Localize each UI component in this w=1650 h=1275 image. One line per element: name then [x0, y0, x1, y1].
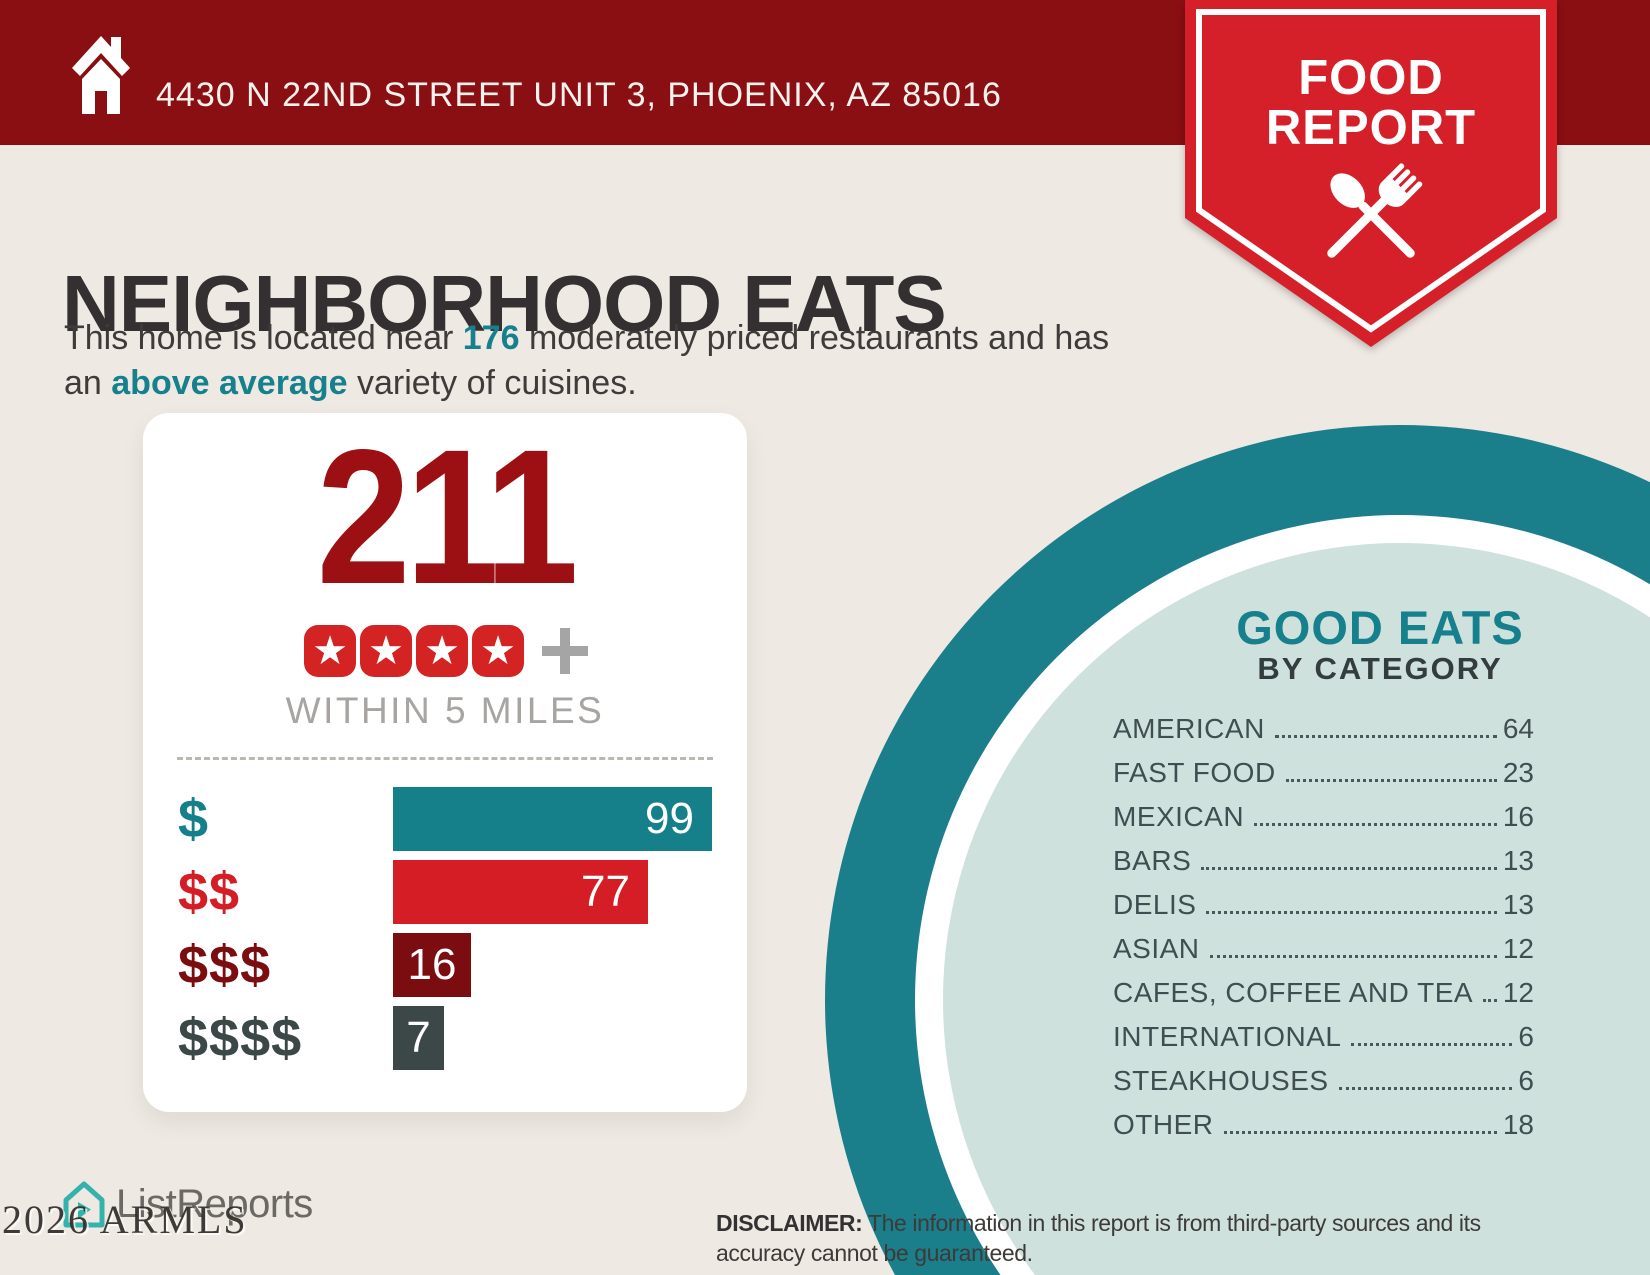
category-value: 12 [1502, 933, 1534, 964]
ribbon-title-line1: FOOD [1298, 51, 1444, 105]
dotted-leader [1223, 1131, 1497, 1134]
price-bar: 16 [393, 933, 471, 997]
category-value: 18 [1502, 1109, 1534, 1140]
star-icon: ★ [304, 625, 356, 677]
dotted-leader [1206, 911, 1497, 914]
listreports-logo: ListReports [62, 1180, 313, 1229]
good-eats-title: GOOD EATS [1236, 601, 1524, 654]
price-bar-value: 16 [407, 940, 457, 989]
category-row: ASIAN 12 [1113, 933, 1534, 977]
price-bar-value: 7 [406, 1013, 431, 1062]
category-row: AMERICAN 64 [1113, 713, 1534, 757]
category-label: DELIS [1113, 889, 1197, 920]
category-row: INTERNATIONAL 6 [1113, 1021, 1534, 1065]
price-level-label: $ [178, 789, 210, 849]
price-level-bar-chart: $99 $$ 77 $$$ 16 $$$$ 7 [143, 787, 747, 1079]
category-value: 16 [1502, 801, 1534, 832]
disclaimer-label: DISCLAIMER: [716, 1210, 863, 1236]
subtitle-text: variety of cuisines. [347, 364, 637, 403]
disclaimer-line1: The information in this report is from t… [867, 1210, 1481, 1236]
disclaimer-line2: accuracy cannot be guaranteed. [716, 1239, 1033, 1266]
rating-stars: ★ ★ ★ ★ [143, 625, 747, 677]
dotted-leader [1201, 867, 1497, 870]
home-icon [70, 27, 132, 119]
star-icon: ★ [472, 625, 524, 677]
property-address: 4430 N 22ND STREET UNIT 3, PHOENIX, AZ 8… [156, 75, 1002, 114]
category-row: CAFES, COFFEE AND TEA 12 [1113, 977, 1534, 1021]
price-level-label: $$$ [178, 935, 272, 995]
price-bar-row: $$ 77 [143, 860, 747, 924]
category-label: AMERICAN [1113, 713, 1265, 744]
dotted-leader [1285, 779, 1497, 782]
listreports-logo-icon [63, 1181, 105, 1228]
variety-highlight: above average [111, 364, 348, 403]
subtitle-text: moderately priced restaurants and has an [64, 319, 1110, 403]
radius-label: WITHIN 5 MILES [285, 690, 605, 731]
category-label: FAST FOOD [1113, 757, 1276, 788]
category-label: INTERNATIONAL [1113, 1021, 1342, 1052]
ribbon-title-line2: REPORT [1265, 101, 1477, 155]
fork-spoon-icon [1327, 163, 1423, 258]
category-value: 13 [1502, 889, 1534, 920]
category-value: 64 [1502, 713, 1534, 744]
dotted-leader [1254, 823, 1497, 826]
page-title: NEIGHBORHOOD EATS [62, 259, 947, 349]
category-value: 13 [1502, 845, 1534, 876]
ribbon-shape [1185, 0, 1557, 347]
price-bar: 99 [393, 787, 712, 851]
dotted-leader [1351, 1043, 1513, 1046]
food-report-ribbon: FOOD REPORT [1185, 0, 1557, 352]
star-icon: ★ [416, 625, 468, 677]
plus-icon [542, 628, 588, 674]
category-value: 6 [1518, 1021, 1534, 1052]
category-row: BARS 13 [1113, 845, 1534, 889]
price-level-label: $$$$ [178, 1008, 303, 1068]
good-eats-subtitle: BY CATEGORY [1257, 651, 1503, 686]
dotted-leader [1274, 735, 1497, 738]
category-row: MEXICAN 16 [1113, 801, 1534, 845]
dotted-leader [1209, 955, 1497, 958]
disclaimer-text: DISCLAIMER: The information in this repo… [716, 1209, 1616, 1269]
subtitle-text: This home is located near [64, 319, 463, 357]
price-bar-value: 99 [645, 794, 694, 843]
category-row: FAST FOOD 23 [1113, 757, 1534, 801]
price-bar-row: $99 [143, 787, 747, 851]
category-label: MEXICAN [1113, 801, 1245, 832]
page-subtitle: This home is located near 176 moderately… [64, 316, 1134, 406]
dashed-divider [177, 757, 713, 760]
category-row: STEAKHOUSES 6 [1113, 1065, 1534, 1109]
category-row: OTHER 18 [1113, 1109, 1534, 1153]
price-level-label: $$ [178, 862, 241, 922]
restaurant-stats-card: 211 ★ ★ ★ ★ WITHIN 5 MILES $99 $$ 77 $$$ 16 $$$$… [143, 413, 747, 1112]
category-value: 6 [1518, 1065, 1534, 1096]
total-restaurant-count: 211 [316, 409, 579, 624]
price-bar: 7 [393, 1006, 444, 1070]
category-list: AMERICAN 64 FAST FOOD 23 MEXICAN 16 BARS 13 DELI… [1113, 713, 1534, 1153]
price-bar-value: 77 [581, 867, 630, 916]
category-value: 23 [1502, 757, 1534, 788]
category-row: DELIS 13 [1113, 889, 1534, 933]
watermark: 2026 ARMLS [2, 1197, 248, 1242]
category-label: STEAKHOUSES [1113, 1065, 1329, 1096]
dotted-leader [1483, 999, 1497, 1002]
price-bar-row: $$$ 16 [143, 933, 747, 997]
dotted-leader [1338, 1087, 1513, 1090]
category-label: ASIAN [1113, 933, 1200, 964]
restaurant-count-inline: 176 [462, 319, 520, 357]
price-bar-row: $$$$ 7 [143, 1006, 747, 1070]
category-label: OTHER [1113, 1109, 1214, 1140]
star-icon: ★ [360, 625, 412, 677]
price-bar: 77 [393, 860, 648, 924]
category-value: 12 [1502, 977, 1534, 1008]
category-label: BARS [1113, 845, 1192, 876]
listreports-logo-text: ListReports [116, 1182, 313, 1226]
category-label: CAFES, COFFEE AND TEA [1113, 977, 1474, 1008]
